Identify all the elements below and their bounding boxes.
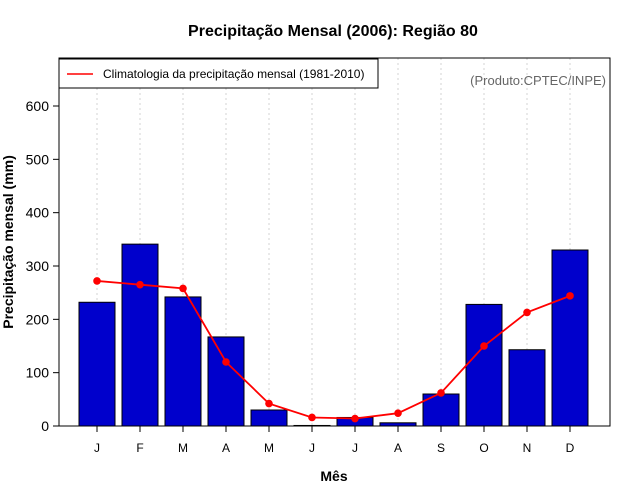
x-axis-label: Mês (320, 468, 347, 484)
bar-2 (121, 243, 159, 427)
climatology-point-8 (394, 409, 402, 418)
x-tick-label: J (309, 441, 315, 455)
bar-10 (465, 303, 503, 427)
x-tick-label: J (352, 441, 358, 455)
chart-title: Precipitação Mensal (2006): Região 80 (188, 23, 478, 40)
climatology-point-9 (437, 389, 445, 397)
x-tick-label: M (178, 441, 188, 455)
x-tick-label: A (394, 441, 402, 455)
x-tick-label: J (94, 441, 100, 455)
climatology-point-2 (136, 280, 144, 289)
x-tick-label: M (264, 441, 274, 455)
climatology-line (96, 280, 571, 420)
bar-layer (78, 243, 589, 427)
y-axis-label: Precipitação mensal (mm) (0, 155, 16, 329)
bar-5 (250, 409, 288, 427)
climatology-point-6 (308, 413, 316, 422)
climatology-point-4 (222, 358, 230, 366)
y-tick-label: 200 (26, 311, 50, 327)
climatology-point-7 (351, 414, 359, 423)
plot-frame (58, 57, 611, 427)
x-tick-label: S (437, 441, 445, 455)
y-tick-label: 400 (26, 205, 50, 221)
y-tick-label: 600 (26, 98, 50, 114)
y-tick-label: 500 (26, 151, 50, 167)
x-tick-label: O (479, 441, 488, 455)
y-tick-label: 100 (26, 365, 50, 381)
climatology-point-11 (523, 308, 531, 317)
x-tick-label: A (222, 441, 230, 455)
climatology-point-10 (480, 342, 488, 350)
climatology-point-1 (93, 277, 101, 285)
y-axis: 0 100 200 300 400 500 600 (26, 98, 59, 434)
legend-box (58, 58, 379, 89)
bar-11 (508, 349, 546, 427)
climatology-point-5 (265, 399, 273, 408)
source-annotation: (Produto:CPTEC/INPE) (470, 73, 606, 88)
y-tick-label: 0 (41, 418, 49, 434)
legend: Climatologia da precipitação mensal (198… (58, 58, 379, 89)
bar-12 (551, 249, 589, 427)
x-tick-label: D (566, 441, 575, 455)
x-tick-label: N (523, 441, 532, 455)
climatology-line-layer (93, 277, 574, 423)
x-tick-label: F (136, 441, 143, 455)
climatology-point-3 (179, 284, 187, 293)
legend-entry-climatology: Climatologia da precipitação mensal (198… (103, 67, 364, 81)
climatology-point-12 (566, 292, 574, 300)
y-tick-label: 300 (26, 258, 50, 274)
bar-4 (207, 336, 245, 427)
bar-3 (164, 296, 202, 427)
bar-1 (78, 301, 116, 427)
